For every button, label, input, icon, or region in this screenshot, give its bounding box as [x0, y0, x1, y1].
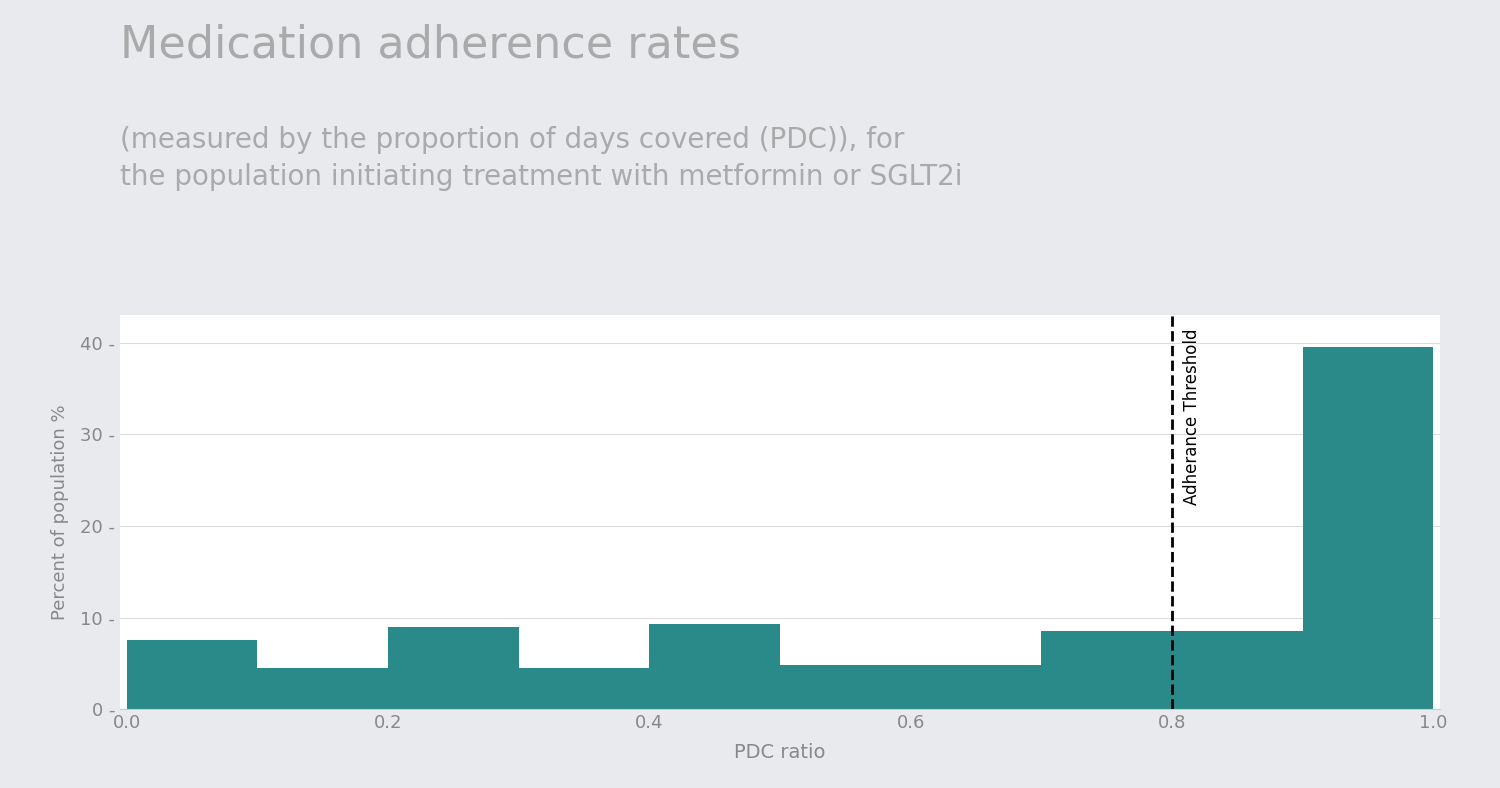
Bar [910, 665, 1041, 709]
Bar [256, 668, 388, 709]
Bar [780, 665, 910, 709]
Bar [388, 626, 519, 709]
Bar [1304, 348, 1434, 709]
Bar [1172, 631, 1304, 709]
Text: Medication adherence rates: Medication adherence rates [120, 24, 741, 67]
Bar [126, 641, 256, 709]
X-axis label: PDC ratio: PDC ratio [735, 743, 825, 762]
Bar [1041, 631, 1172, 709]
Bar [519, 668, 650, 709]
Bar [650, 624, 780, 709]
Text: (measured by the proportion of days covered (PDC)), for
the population initiatin: (measured by the proportion of days cove… [120, 126, 963, 191]
Y-axis label: Percent of population %: Percent of population % [51, 404, 69, 620]
Text: Adherance Threshold: Adherance Threshold [1182, 329, 1200, 505]
